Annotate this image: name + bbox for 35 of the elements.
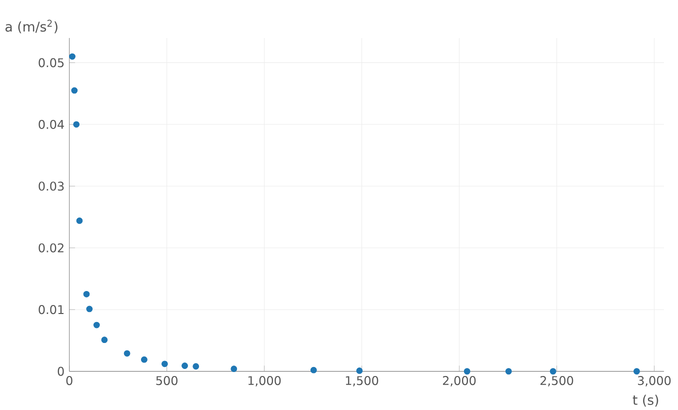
x-tick-label: 1,500 [346,376,378,386]
point [356,368,363,374]
point [86,306,93,312]
x-axis-title: t (s) [632,394,658,407]
point [634,368,640,375]
x-tick-label: 3,000 [638,376,671,386]
y-tick-label: 0.03 [38,182,64,191]
point [464,368,470,375]
x-tick-label: 1,000 [248,376,281,386]
point [124,350,130,357]
x-tick-label: 500 [156,376,178,386]
point [192,363,200,370]
point [83,290,90,298]
y-tick-label: 0.04 [38,120,64,129]
point [101,336,108,344]
point [76,218,83,224]
point [505,368,512,375]
point [550,368,556,375]
point [161,360,168,368]
point [93,322,100,328]
y-tick-label: 0.05 [38,58,64,68]
point [230,366,238,372]
point [182,362,188,369]
x-tick-label: 2,000 [442,376,476,386]
point [71,87,78,94]
y-tick-label: 0.01 [38,305,64,314]
point [69,53,76,60]
x-tick-label: 0 [66,376,72,386]
x-tick-label: 2,500 [540,376,574,386]
point [73,121,80,128]
point [310,366,317,374]
y-tick-label: 0.02 [38,243,64,252]
y-axis-title: a (m/s$^{2}$) [6,20,58,34]
point [141,356,148,363]
y-tick-label: 0 [58,366,64,376]
